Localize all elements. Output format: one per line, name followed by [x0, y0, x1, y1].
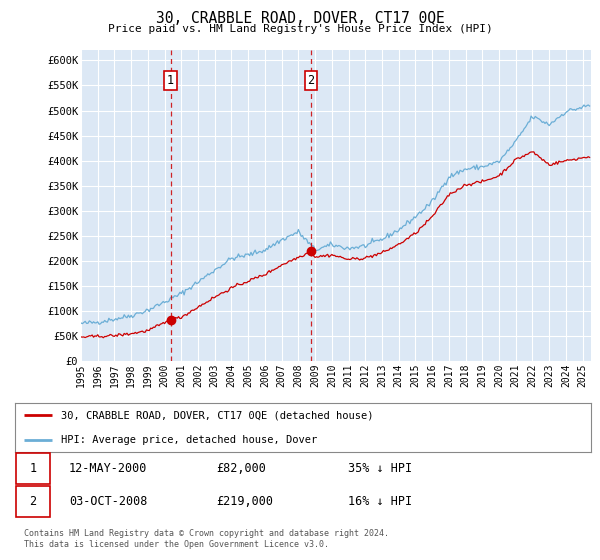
Text: £219,000: £219,000	[216, 494, 273, 508]
Text: 2: 2	[29, 494, 37, 508]
Text: HPI: Average price, detached house, Dover: HPI: Average price, detached house, Dove…	[61, 435, 317, 445]
Bar	[164, 72, 177, 90]
Text: Contains HM Land Registry data © Crown copyright and database right 2024.
This d: Contains HM Land Registry data © Crown c…	[24, 529, 389, 549]
Text: 30, CRABBLE ROAD, DOVER, CT17 0QE: 30, CRABBLE ROAD, DOVER, CT17 0QE	[155, 11, 445, 26]
Bar	[305, 72, 317, 90]
Text: 2: 2	[307, 74, 314, 87]
Text: £82,000: £82,000	[216, 462, 266, 475]
Text: 12-MAY-2000: 12-MAY-2000	[69, 462, 148, 475]
Text: 35% ↓ HPI: 35% ↓ HPI	[348, 462, 412, 475]
Text: 30, CRABBLE ROAD, DOVER, CT17 0QE (detached house): 30, CRABBLE ROAD, DOVER, CT17 0QE (detac…	[61, 410, 374, 421]
Text: 1: 1	[167, 74, 174, 87]
Text: 1: 1	[29, 462, 37, 475]
Text: 16% ↓ HPI: 16% ↓ HPI	[348, 494, 412, 508]
Text: 03-OCT-2008: 03-OCT-2008	[69, 494, 148, 508]
Text: Price paid vs. HM Land Registry's House Price Index (HPI): Price paid vs. HM Land Registry's House …	[107, 24, 493, 34]
